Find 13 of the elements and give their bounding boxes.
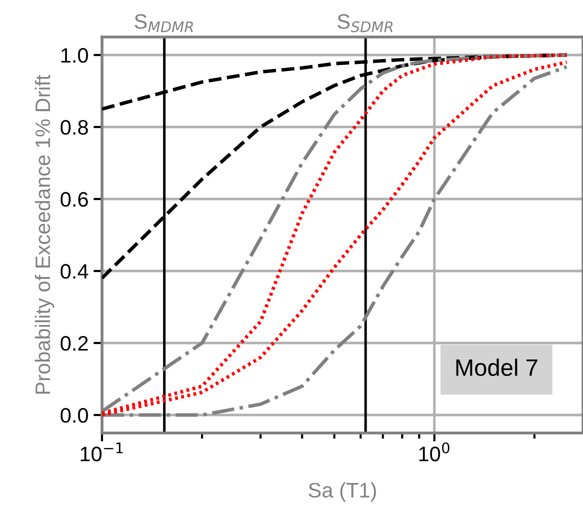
x-tick-label: 10$^{0}$	[419, 442, 450, 462]
x-axis-title: Sa (T1)	[308, 482, 376, 502]
y-tick-label: 1.0	[61, 48, 88, 63]
y-tick-label: 0.0	[60, 408, 88, 423]
y-tick-label: 0.8	[60, 120, 88, 135]
y-tick-label: 0.2	[60, 336, 88, 351]
y-tick-label: 0.4	[60, 264, 88, 279]
annotation: Model 7	[456, 358, 538, 376]
y-axis-title: Probability of Exceedance 1% Drift	[34, 74, 54, 394]
x-tick-label: 10$^{−1}$	[80, 442, 123, 462]
ref-line-label: S$_{SDMR}$	[338, 14, 393, 32]
y-tick-label: 0.6	[60, 192, 88, 207]
ref-line-label: S$_{MDMR}$	[134, 14, 193, 32]
